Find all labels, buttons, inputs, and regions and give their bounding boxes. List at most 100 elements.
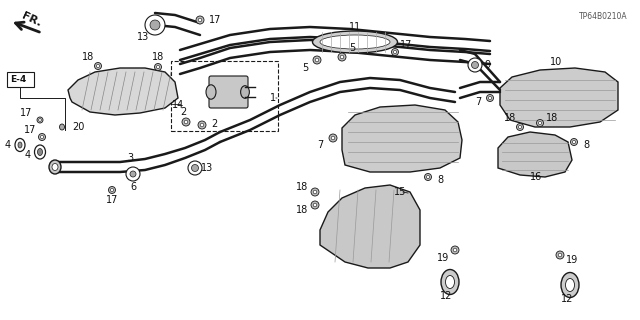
Ellipse shape <box>561 273 579 298</box>
Text: 8: 8 <box>437 175 443 185</box>
Text: 17: 17 <box>209 15 221 25</box>
Ellipse shape <box>38 148 42 156</box>
Ellipse shape <box>60 124 65 130</box>
Ellipse shape <box>313 190 317 194</box>
Text: 2: 2 <box>211 119 217 129</box>
Text: 8: 8 <box>583 140 589 150</box>
Ellipse shape <box>329 134 337 142</box>
Ellipse shape <box>188 161 202 175</box>
Ellipse shape <box>109 187 115 194</box>
Ellipse shape <box>130 171 136 177</box>
Text: 14: 14 <box>172 100 184 110</box>
Ellipse shape <box>145 15 165 35</box>
Ellipse shape <box>37 117 43 123</box>
Ellipse shape <box>313 56 321 64</box>
Ellipse shape <box>196 16 204 24</box>
Text: 18: 18 <box>296 205 308 215</box>
Text: 19: 19 <box>437 253 449 263</box>
Ellipse shape <box>52 164 58 171</box>
Ellipse shape <box>206 85 216 99</box>
Ellipse shape <box>486 94 493 101</box>
Ellipse shape <box>566 278 575 292</box>
Polygon shape <box>320 185 420 268</box>
Ellipse shape <box>572 140 575 144</box>
Text: 17: 17 <box>400 40 412 50</box>
Polygon shape <box>498 132 572 177</box>
Ellipse shape <box>191 164 198 172</box>
Text: 4: 4 <box>25 150 31 160</box>
Text: 3: 3 <box>127 153 133 163</box>
Ellipse shape <box>518 125 522 129</box>
Ellipse shape <box>536 119 543 126</box>
Text: 20: 20 <box>72 122 84 132</box>
Ellipse shape <box>198 18 202 22</box>
Text: E-4: E-4 <box>10 75 26 84</box>
Text: 6: 6 <box>130 182 136 192</box>
Ellipse shape <box>488 96 492 100</box>
Text: 1: 1 <box>270 93 277 103</box>
Ellipse shape <box>18 142 22 148</box>
Text: 12: 12 <box>440 291 452 301</box>
Polygon shape <box>500 68 618 127</box>
Text: 17: 17 <box>106 195 118 205</box>
Ellipse shape <box>241 86 250 98</box>
Text: 5: 5 <box>302 63 308 73</box>
Ellipse shape <box>182 118 190 126</box>
Text: FR.: FR. <box>20 10 43 28</box>
Ellipse shape <box>451 246 459 254</box>
Text: 12: 12 <box>561 294 573 304</box>
Ellipse shape <box>538 121 541 124</box>
Ellipse shape <box>468 58 482 72</box>
Ellipse shape <box>445 276 454 289</box>
Ellipse shape <box>111 188 113 192</box>
FancyBboxPatch shape <box>6 71 33 86</box>
Ellipse shape <box>38 119 42 121</box>
Ellipse shape <box>315 58 319 62</box>
Ellipse shape <box>154 63 161 70</box>
Text: 9: 9 <box>484 60 490 70</box>
Ellipse shape <box>556 251 564 259</box>
Ellipse shape <box>35 145 45 159</box>
Ellipse shape <box>332 136 335 140</box>
Text: 18: 18 <box>296 182 308 192</box>
Text: 7: 7 <box>475 97 481 107</box>
Ellipse shape <box>313 203 317 207</box>
Text: 18: 18 <box>504 113 516 123</box>
FancyBboxPatch shape <box>171 61 278 131</box>
Ellipse shape <box>38 133 45 140</box>
Ellipse shape <box>426 175 429 179</box>
Ellipse shape <box>156 65 159 68</box>
Ellipse shape <box>15 139 25 151</box>
Text: 4: 4 <box>5 140 11 150</box>
Text: 17: 17 <box>24 125 36 135</box>
Text: 15: 15 <box>394 187 406 197</box>
Ellipse shape <box>95 62 102 69</box>
Ellipse shape <box>49 160 61 174</box>
Ellipse shape <box>453 248 457 252</box>
Ellipse shape <box>558 253 562 257</box>
FancyBboxPatch shape <box>209 76 248 108</box>
Ellipse shape <box>311 188 319 196</box>
Text: 13: 13 <box>201 163 213 173</box>
Ellipse shape <box>200 123 204 127</box>
Text: 5: 5 <box>349 43 355 53</box>
Ellipse shape <box>392 49 399 55</box>
Ellipse shape <box>150 20 160 30</box>
Text: 11: 11 <box>349 22 361 32</box>
Text: 2: 2 <box>180 107 186 117</box>
Ellipse shape <box>424 173 431 180</box>
Text: 10: 10 <box>550 57 562 67</box>
Polygon shape <box>342 105 462 172</box>
Ellipse shape <box>312 31 397 53</box>
Text: 18: 18 <box>546 113 558 123</box>
Ellipse shape <box>320 35 390 49</box>
Text: 7: 7 <box>317 140 323 150</box>
Ellipse shape <box>126 167 140 181</box>
Text: TP64B0210A: TP64B0210A <box>579 12 628 21</box>
Ellipse shape <box>472 61 479 68</box>
Ellipse shape <box>338 53 346 61</box>
Ellipse shape <box>570 139 577 146</box>
Ellipse shape <box>40 135 44 139</box>
Ellipse shape <box>340 55 344 59</box>
Ellipse shape <box>198 121 206 129</box>
